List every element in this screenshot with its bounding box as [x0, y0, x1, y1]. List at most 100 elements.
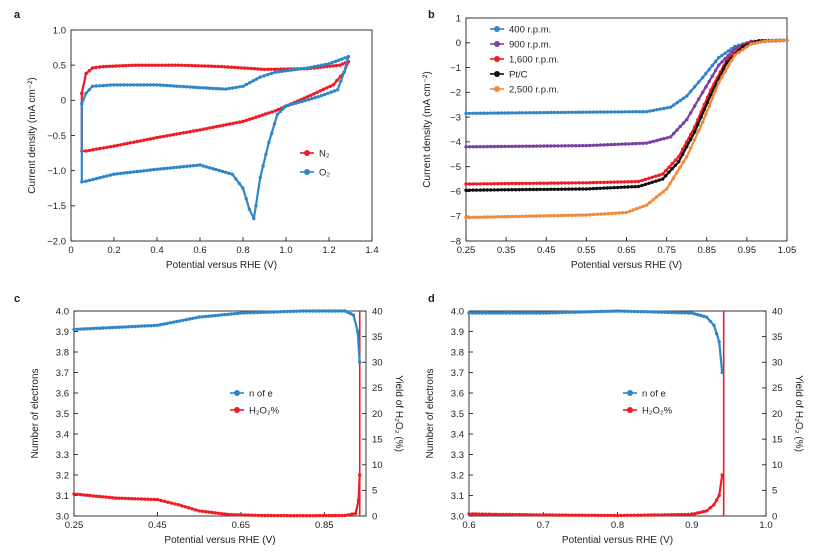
- y-tick-label: −0.5: [47, 131, 66, 142]
- data-point: [300, 99, 304, 104]
- y2-tick-label: 40: [372, 306, 383, 317]
- data-point: [200, 315, 205, 319]
- data-point: [249, 66, 253, 71]
- legend-marker: [234, 407, 240, 413]
- data-point: [686, 512, 691, 517]
- data-point: [188, 164, 192, 168]
- data-point: [169, 501, 173, 505]
- data-point: [595, 186, 599, 191]
- data-point: [313, 96, 317, 100]
- data-point: [697, 129, 701, 133]
- data-point: [78, 327, 83, 331]
- data-point: [785, 38, 789, 42]
- data-point: [224, 87, 228, 91]
- data-point: [602, 143, 606, 147]
- series-red: [72, 473, 362, 518]
- data-point: [210, 510, 214, 515]
- y-tick-label: 3.8: [451, 347, 464, 358]
- data-point: [190, 63, 194, 68]
- data-point: [697, 97, 701, 101]
- data-point: [220, 169, 225, 174]
- y2-tick-label: 15: [772, 434, 783, 445]
- data-point: [94, 147, 99, 151]
- y-tick-label: −6: [450, 187, 461, 198]
- data-point: [663, 513, 667, 517]
- legend-marker: [494, 26, 500, 32]
- data-point: [620, 142, 624, 146]
- data-point: [190, 507, 194, 511]
- data-point: [484, 512, 488, 516]
- data-point: [720, 370, 724, 375]
- data-point: [343, 513, 347, 518]
- data-point: [598, 110, 603, 114]
- data-point: [165, 321, 169, 326]
- data-point: [464, 111, 468, 116]
- data-point: [162, 499, 167, 503]
- data-point: [295, 309, 299, 313]
- data-point: [514, 512, 518, 517]
- data-point: [577, 181, 581, 185]
- data-point: [701, 509, 706, 514]
- data-point: [111, 64, 115, 68]
- data-point: [158, 135, 162, 139]
- data-point: [510, 188, 514, 192]
- data-point: [520, 111, 525, 115]
- data-point: [492, 144, 496, 149]
- data-point: [94, 84, 98, 88]
- data-point: [685, 140, 689, 144]
- data-point: [663, 310, 667, 314]
- data-point: [342, 70, 346, 74]
- data-point: [643, 177, 648, 182]
- data-point: [683, 311, 687, 315]
- data-point: [615, 309, 620, 313]
- data-point: [258, 75, 262, 79]
- data-point: [267, 140, 271, 145]
- data-point: [78, 492, 83, 497]
- data-point: [514, 311, 518, 315]
- data-point: [704, 315, 709, 319]
- data-point: [610, 211, 614, 216]
- legend-item: Pt/C: [490, 70, 528, 81]
- data-point: [559, 110, 564, 115]
- data-point: [101, 175, 106, 179]
- data-point: [755, 41, 759, 45]
- data-point: [175, 165, 179, 169]
- y-tick-label: 3.7: [56, 368, 69, 379]
- data-point: [524, 111, 528, 115]
- data-point: [226, 312, 230, 316]
- data-point: [115, 143, 120, 148]
- data-point: [485, 182, 489, 186]
- data-point: [158, 167, 162, 171]
- legend-item: 1,600 r.p.m.: [490, 55, 559, 66]
- data-point: [282, 513, 286, 518]
- data-point: [745, 45, 749, 49]
- data-point: [175, 319, 179, 324]
- data-point: [114, 64, 118, 68]
- legend-item: 900 r.p.m.: [490, 40, 551, 51]
- data-point: [467, 311, 471, 315]
- y2-tick-label: 35: [372, 332, 383, 343]
- data-point: [662, 137, 666, 141]
- data-point: [595, 212, 599, 216]
- y-tick-label: 4.0: [451, 306, 464, 317]
- data-point: [266, 67, 270, 72]
- data-point: [638, 205, 642, 210]
- data-point: [478, 215, 482, 219]
- data-point: [686, 311, 691, 315]
- data-point: [110, 496, 115, 500]
- data-point: [577, 310, 581, 314]
- data-point: [701, 90, 705, 95]
- data-point: [340, 57, 344, 61]
- data-point: [108, 173, 113, 177]
- data-point: [670, 166, 674, 171]
- data-point: [510, 111, 514, 115]
- data-point: [308, 309, 312, 313]
- data-point: [275, 310, 279, 314]
- data-point: [588, 181, 592, 185]
- data-point: [142, 169, 146, 173]
- data-point: [517, 512, 522, 517]
- data-point: [168, 133, 172, 137]
- x-tick-label: 1.0: [279, 245, 292, 256]
- data-point: [152, 136, 156, 140]
- data-point: [168, 321, 172, 325]
